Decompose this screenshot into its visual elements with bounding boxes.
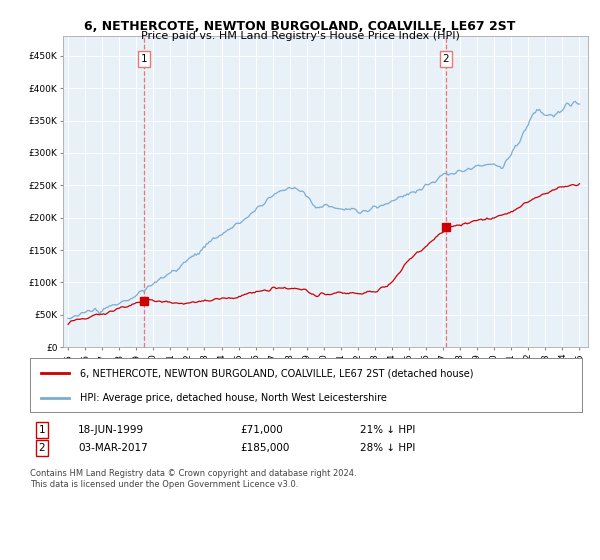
Text: 1: 1 — [141, 54, 148, 64]
Text: 6, NETHERCOTE, NEWTON BURGOLAND, COALVILLE, LE67 2ST: 6, NETHERCOTE, NEWTON BURGOLAND, COALVIL… — [85, 20, 515, 32]
Text: £185,000: £185,000 — [240, 443, 289, 453]
Text: 6, NETHERCOTE, NEWTON BURGOLAND, COALVILLE, LE67 2ST (detached house): 6, NETHERCOTE, NEWTON BURGOLAND, COALVIL… — [80, 368, 473, 379]
Text: This data is licensed under the Open Government Licence v3.0.: This data is licensed under the Open Gov… — [30, 480, 298, 489]
Text: HPI: Average price, detached house, North West Leicestershire: HPI: Average price, detached house, Nort… — [80, 393, 386, 403]
Text: Contains HM Land Registry data © Crown copyright and database right 2024.: Contains HM Land Registry data © Crown c… — [30, 469, 356, 478]
Text: £71,000: £71,000 — [240, 425, 283, 435]
Text: 28% ↓ HPI: 28% ↓ HPI — [360, 443, 415, 453]
Text: 03-MAR-2017: 03-MAR-2017 — [78, 443, 148, 453]
Text: 18-JUN-1999: 18-JUN-1999 — [78, 425, 144, 435]
Text: Price paid vs. HM Land Registry's House Price Index (HPI): Price paid vs. HM Land Registry's House … — [140, 31, 460, 41]
Text: 21% ↓ HPI: 21% ↓ HPI — [360, 425, 415, 435]
Text: 1: 1 — [38, 425, 46, 435]
Text: 2: 2 — [38, 443, 46, 453]
Text: 2: 2 — [443, 54, 449, 64]
